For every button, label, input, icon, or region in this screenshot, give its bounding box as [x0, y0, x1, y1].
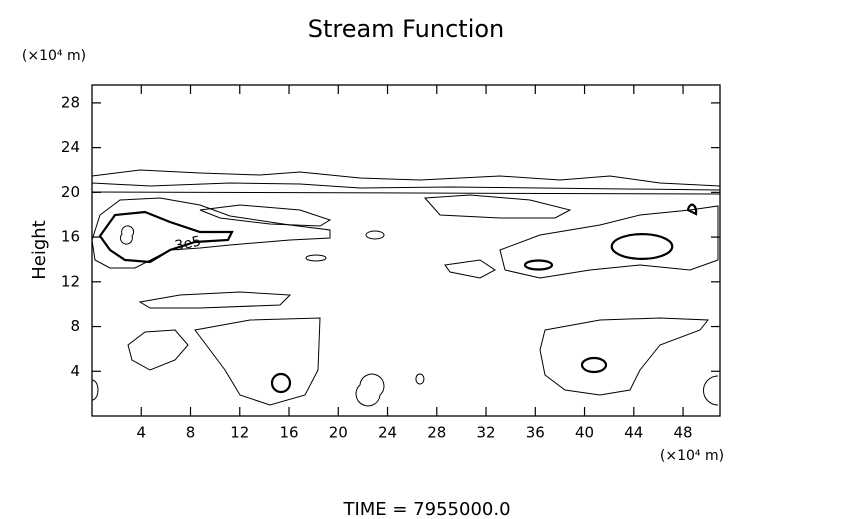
y-tick-label: 12	[61, 272, 80, 290]
x-tick-label: 20	[329, 424, 348, 442]
x-tick-label: 8	[186, 424, 196, 442]
x-tick-label: 28	[427, 424, 446, 442]
y-tick-label: 20	[61, 183, 80, 201]
contour-label: 3e5	[173, 233, 202, 254]
x-tick-label: 44	[624, 424, 643, 442]
x-unit: (×10⁴ m)	[660, 448, 724, 464]
y-tick-label: 28	[61, 93, 80, 111]
footer: TIME = 7955000.0	[342, 499, 510, 519]
chart-title: Stream Function	[308, 15, 505, 43]
y-tick-label: 8	[70, 317, 80, 335]
x-tick-label: 40	[575, 424, 594, 442]
x-tick-label: 32	[476, 424, 495, 442]
y-unit: (×10⁴ m)	[22, 48, 86, 64]
x-tick-label: 24	[378, 424, 397, 442]
plot-frame	[91, 84, 721, 417]
y-tick-label: 4	[70, 362, 80, 380]
y-tick-label: 24	[61, 138, 80, 156]
x-tick-label: 4	[136, 424, 146, 442]
x-tick-label: 12	[230, 424, 249, 442]
y-axis-label: Height	[29, 220, 50, 280]
contours	[91, 169, 721, 407]
x-tick-label: 36	[526, 424, 545, 442]
y-tick-label: 16	[61, 228, 80, 246]
x-tick-label: 16	[279, 424, 298, 442]
x-tick-label: 48	[674, 424, 693, 442]
